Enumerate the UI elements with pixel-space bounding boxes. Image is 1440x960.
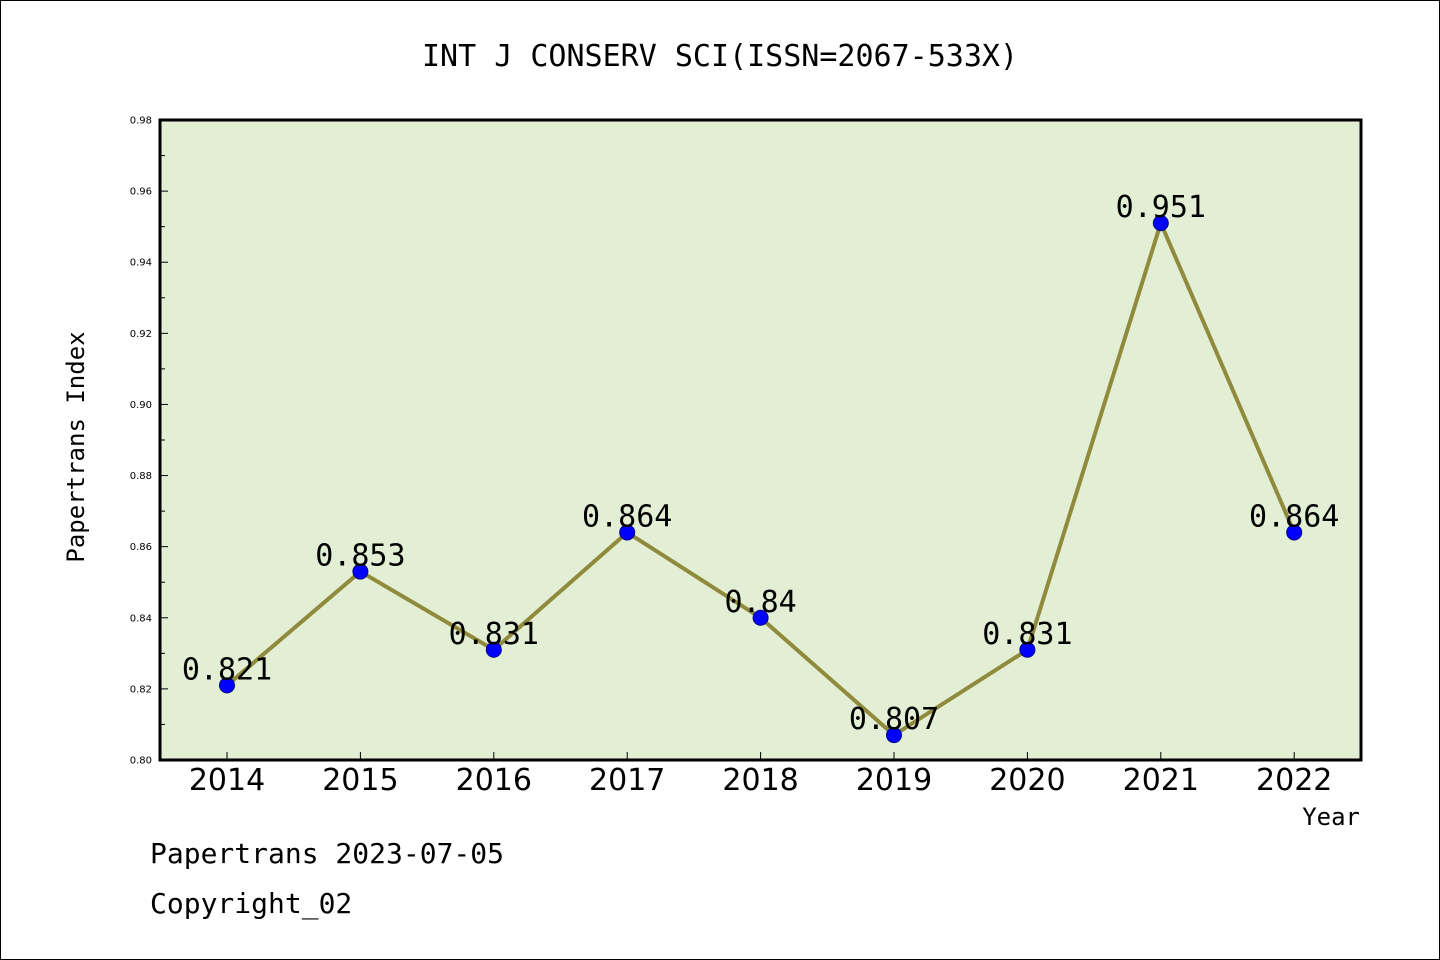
data-point (1286, 524, 1303, 541)
footer-date: Papertrans 2023-07-05 (150, 837, 504, 870)
data-label: 0.821 (182, 652, 272, 687)
data-point (219, 677, 235, 694)
x-tick-label: 2016 (456, 763, 532, 798)
data-point (352, 563, 369, 580)
series-group (219, 215, 1303, 744)
x-axis-label: Year (1302, 803, 1360, 831)
x-tick-label: 2017 (589, 763, 665, 798)
y-tick-label: 0.80 (130, 756, 152, 767)
data-label: 0.84 (724, 585, 796, 620)
data-point (1019, 641, 1036, 658)
y-tick-label: 0.84 (130, 613, 152, 624)
footer-copyright: Copyright_02 (150, 887, 352, 921)
y-tick-label: 0.86 (130, 542, 152, 553)
y-tick-label: 0.94 (130, 258, 152, 269)
y-tick-label: 0.88 (130, 471, 152, 482)
y-tick-label: 0.90 (130, 400, 152, 411)
x-tick-label: 2018 (722, 763, 798, 798)
x-tick-label: 2022 (1256, 763, 1332, 798)
x-tick-label: 2021 (1123, 763, 1199, 798)
x-tick-label: 2015 (322, 763, 398, 798)
data-point (1152, 215, 1169, 232)
data-labels: 0.821 0.853 0.831 0.864 0.84 0.807 0.831 0.951 0… (182, 190, 1340, 737)
y-axis-label: Papertrans Index (62, 331, 90, 562)
data-label: 0.864 (582, 499, 672, 534)
data-label: 0.831 (982, 617, 1072, 652)
y-tick-label: 0.98 (130, 116, 152, 127)
data-label: 0.831 (449, 617, 539, 652)
x-tick-label: 2019 (856, 763, 932, 798)
data-point (619, 524, 636, 541)
data-point (886, 727, 902, 744)
y-tick-label: 0.92 (130, 329, 152, 340)
data-label: 0.807 (849, 702, 939, 737)
x-tick-label: 2014 (189, 763, 265, 798)
x-axis-ticks: 2014 2015 2016 2017 2018 2019 2020 2021 2022 (189, 752, 1332, 798)
data-label: 0.951 (1116, 190, 1206, 225)
data-point (752, 609, 769, 626)
y-tick-label: 0.82 (130, 684, 152, 695)
x-tick-label: 2020 (989, 763, 1065, 798)
chart-title: INT J CONSERV SCI(ISSN=2067-533X) (422, 39, 1018, 74)
data-point (485, 641, 502, 658)
y-tick-label: 0.96 (130, 187, 152, 198)
y-axis-ticks: 0.80 0.82 0.84 0.86 0.88 0.90 0.92 0.94 0.96 0.98 (130, 116, 168, 767)
data-label: 0.853 (315, 539, 405, 574)
data-label: 0.864 (1249, 499, 1339, 534)
